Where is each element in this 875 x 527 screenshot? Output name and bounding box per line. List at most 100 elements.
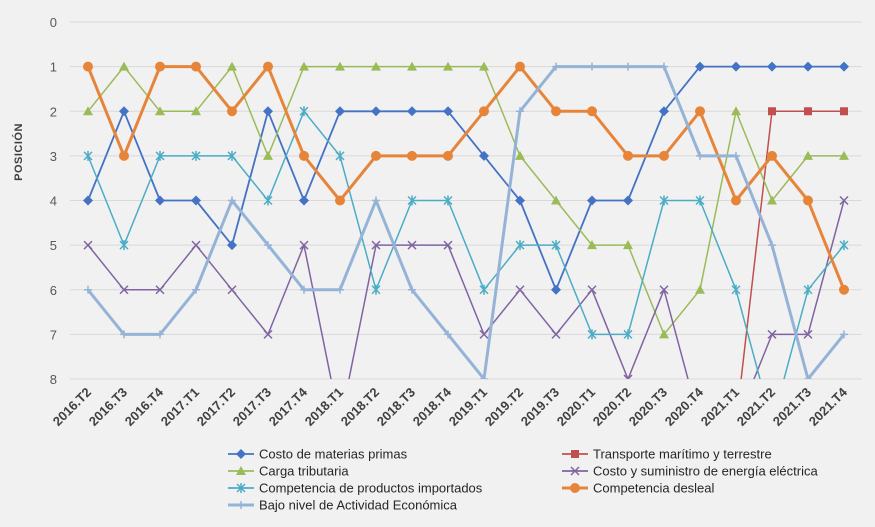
data-point — [84, 285, 92, 294]
y-tick-label: 2 — [50, 104, 57, 119]
data-point — [767, 195, 777, 205]
data-point — [768, 107, 776, 116]
data-point — [227, 240, 237, 251]
data-point — [839, 195, 849, 206]
data-point — [299, 240, 309, 250]
data-point — [839, 61, 849, 72]
data-point — [408, 285, 416, 294]
series-lines — [83, 61, 849, 379]
data-point — [695, 195, 705, 206]
legend-label: Bajo nivel de Actividad Económica — [259, 498, 458, 513]
data-point — [587, 195, 597, 206]
data-point — [479, 284, 489, 295]
legend-label: Competencia desleal — [593, 481, 715, 496]
data-point — [515, 61, 525, 72]
legend-item: Costo de materias primas — [228, 447, 408, 462]
data-point — [263, 150, 273, 160]
data-point — [155, 195, 165, 206]
y-tick-label: 8 — [50, 372, 57, 387]
data-point — [623, 329, 633, 340]
data-point — [264, 241, 272, 250]
data-point — [767, 150, 777, 161]
x-tick-label: 2017.T2 — [194, 385, 238, 429]
data-point — [479, 61, 489, 71]
series-line — [87, 65, 844, 291]
legend-marker — [571, 450, 579, 458]
data-point — [263, 61, 273, 72]
x-tick-label: 2021.T4 — [806, 384, 851, 429]
data-point — [587, 106, 597, 117]
legend-label: Carga tributaria — [259, 464, 349, 479]
x-tick-label: 2018.T3 — [374, 385, 418, 429]
legend-marker — [236, 466, 246, 475]
data-point — [371, 106, 381, 117]
data-point — [731, 106, 741, 116]
data-point — [659, 285, 669, 295]
data-point — [443, 61, 453, 71]
data-point — [371, 61, 381, 71]
data-point — [299, 195, 309, 206]
data-point — [695, 284, 705, 294]
data-point — [372, 196, 380, 205]
data-point — [516, 107, 524, 116]
data-point — [659, 195, 669, 206]
data-point — [443, 240, 453, 250]
data-point — [803, 195, 813, 206]
data-point — [407, 240, 417, 250]
data-point — [839, 150, 849, 160]
data-point — [839, 284, 849, 295]
legend: Costo de materias primas Transporte marít… — [228, 447, 818, 513]
data-point — [480, 375, 488, 379]
data-point — [156, 330, 164, 339]
data-point — [623, 374, 633, 379]
data-point — [119, 106, 129, 117]
data-point — [336, 285, 344, 294]
data-point — [228, 196, 236, 205]
series-line — [86, 65, 846, 379]
x-tick-label: 2016.T4 — [122, 384, 167, 429]
data-point — [840, 107, 848, 116]
data-point — [300, 285, 308, 294]
legend-label: Transporte marítimo y terrestre — [593, 447, 772, 462]
data-point — [587, 329, 597, 340]
data-point — [407, 195, 417, 206]
data-point — [83, 150, 93, 161]
legend-item: Competencia de productos importados — [228, 481, 483, 496]
legend-marker — [236, 483, 246, 493]
data-point — [479, 329, 489, 339]
data-point — [83, 195, 93, 206]
data-point — [227, 106, 237, 117]
y-tick-label: 3 — [50, 149, 57, 164]
legend-marker — [570, 466, 580, 476]
data-point — [299, 61, 309, 71]
x-tick-label: 2017.T1 — [158, 385, 202, 429]
data-point — [623, 195, 633, 206]
data-point — [767, 61, 777, 72]
data-point — [659, 106, 669, 117]
data-point — [515, 150, 525, 160]
x-tick-label: 2020.T1 — [554, 385, 598, 429]
series-line — [86, 65, 846, 291]
data-point — [299, 106, 309, 117]
x-tick-label: 2020.T4 — [662, 384, 707, 429]
x-tick-label: 2019.T1 — [446, 385, 490, 429]
data-point — [443, 150, 453, 161]
data-point — [83, 61, 93, 72]
data-point — [335, 61, 345, 71]
x-tick-label: 2021.T3 — [770, 385, 814, 429]
data-point — [659, 329, 669, 339]
data-point — [551, 195, 561, 205]
data-point — [767, 329, 777, 339]
data-point — [587, 285, 597, 295]
data-point — [227, 285, 237, 295]
data-point — [191, 150, 201, 161]
series-bajo-nivel-de-actividad-economica — [84, 62, 848, 379]
series-competencia-de-productos-importados — [83, 106, 849, 379]
data-point — [191, 240, 201, 250]
data-point — [624, 62, 632, 71]
data-point — [335, 106, 345, 117]
data-point — [119, 240, 129, 251]
data-point — [695, 61, 705, 72]
data-point — [732, 151, 740, 160]
